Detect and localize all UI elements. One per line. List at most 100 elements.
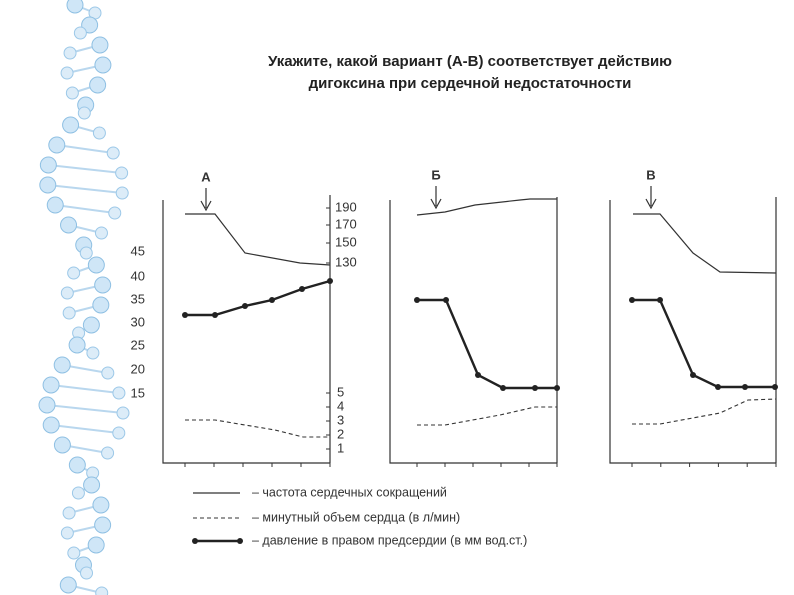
pressure-dot	[554, 385, 560, 391]
pressure-dot	[532, 385, 538, 391]
axis-label: 2	[337, 426, 344, 441]
dna-ball	[94, 56, 112, 74]
dna-ball	[89, 76, 107, 94]
axis-label: 190	[335, 199, 357, 214]
dna-ball	[65, 86, 79, 100]
dna-decoration	[38, 0, 130, 595]
axis-label: 40	[131, 268, 145, 283]
dna-rung	[48, 164, 122, 174]
dna-ball	[62, 306, 76, 320]
dna-ball	[101, 366, 115, 380]
pressure-dot	[690, 372, 696, 378]
pressure-line	[417, 298, 557, 390]
dna-ball	[60, 286, 74, 300]
dna-ball	[106, 146, 120, 160]
panel-label: А	[201, 169, 211, 184]
axis-label: 30	[131, 314, 145, 329]
pressure-dot	[715, 384, 721, 390]
dna-ball	[92, 126, 106, 140]
dna-rung	[47, 184, 123, 194]
dna-ball	[80, 566, 94, 580]
dna-ball	[112, 386, 126, 400]
dna-ball	[94, 276, 112, 294]
pressure-dot	[443, 297, 449, 303]
dna-ball	[112, 426, 126, 440]
axis-label: 1	[337, 440, 344, 455]
cardiac-output-line	[632, 398, 777, 425]
pressure-dot	[242, 303, 248, 309]
dna-ball	[92, 296, 110, 314]
legend-text: – минутный объем сердца (в л/мин)	[252, 510, 460, 524]
dna-ball	[81, 16, 99, 34]
dna-ball	[42, 376, 60, 394]
dna-ball	[77, 106, 91, 120]
dna-ball	[91, 36, 109, 54]
dna-ball	[108, 206, 122, 220]
dna-ball	[62, 116, 80, 134]
dna-ball	[83, 476, 101, 494]
pressure-line	[185, 279, 331, 317]
dna-ball	[46, 196, 64, 214]
pressure-dot	[475, 372, 481, 378]
dna-ball	[86, 346, 100, 360]
dna-ball	[66, 0, 84, 14]
dna-ball	[73, 26, 87, 40]
panel-label: Б	[431, 167, 440, 182]
dna-ball	[87, 256, 105, 274]
dna-ball	[53, 436, 71, 454]
pressure-dot	[414, 297, 420, 303]
dna-ball	[60, 216, 78, 234]
title-line: Укажите, какой вариант (А-В) соответству…	[268, 53, 672, 70]
pressure-dot	[657, 297, 663, 303]
pressure-dot	[327, 278, 333, 284]
pressure-dot	[269, 297, 275, 303]
title-line: дигоксина при сердечной недостаточности	[309, 75, 632, 92]
pressure-line	[632, 298, 775, 389]
dna-ball	[101, 446, 115, 460]
dna-ball	[67, 266, 81, 280]
dna-rung	[55, 204, 115, 214]
dna-ball	[67, 546, 81, 560]
dna-ball	[68, 336, 86, 354]
legend-dot	[192, 538, 198, 544]
axis-label: 45	[131, 243, 145, 258]
axis-label: 20	[131, 361, 145, 376]
dna-ball	[39, 176, 57, 194]
dna-ball	[115, 186, 129, 200]
legend-text: – давление в правом предсердии (в мм вод…	[252, 533, 527, 547]
dna-ball	[62, 506, 76, 520]
dna-ball	[82, 316, 100, 334]
cardiac-output-line	[417, 406, 557, 426]
axis-label: 3	[337, 412, 344, 427]
dna-rung	[51, 424, 119, 434]
axis-label: 25	[131, 337, 145, 352]
pressure-dot	[742, 384, 748, 390]
axis-label: 170	[335, 216, 357, 231]
dna-ball	[92, 496, 110, 514]
dna-ball	[116, 406, 130, 420]
dna-ball	[87, 536, 105, 554]
axis-label: 35	[131, 291, 145, 306]
heart-rate-line	[633, 213, 777, 274]
heart-rate-line	[185, 213, 331, 266]
dna-ball	[48, 136, 66, 154]
legend-dot	[237, 538, 243, 544]
dna-ball	[63, 46, 77, 60]
dna-ball	[115, 166, 129, 180]
pressure-dot	[299, 286, 305, 292]
pressure-dot	[629, 297, 635, 303]
pressure-dot	[772, 384, 778, 390]
cardiac-output-line	[185, 419, 330, 438]
axes	[162, 195, 331, 464]
pressure-dot	[182, 312, 188, 318]
axes	[609, 197, 777, 464]
axis-label: 5	[337, 384, 344, 399]
dna-ball	[71, 486, 85, 500]
axes	[389, 197, 558, 464]
dna-rung	[46, 404, 124, 414]
axis-label: 15	[131, 385, 145, 400]
dna-rung	[56, 144, 114, 154]
figure: А Б В – частота сердечных сокращений – м…	[131, 167, 778, 547]
dna-ball	[39, 156, 57, 174]
